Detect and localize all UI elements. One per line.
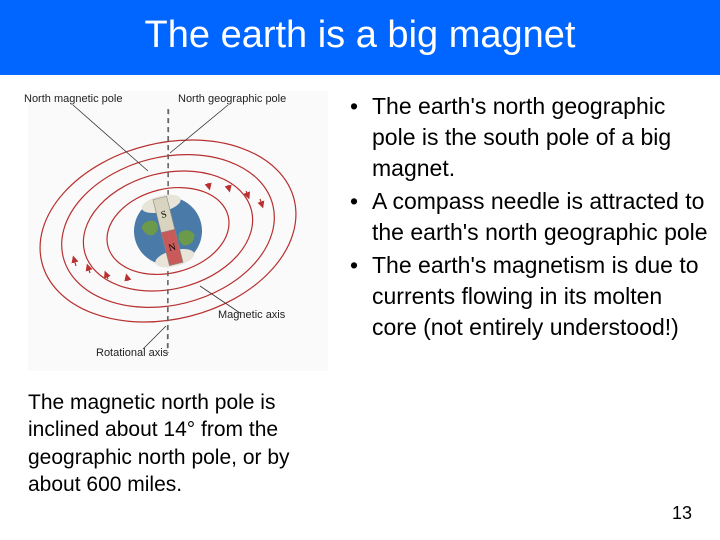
earth-magnet-diagram: North magnetic pole North geographic pol… [28, 91, 328, 371]
page-number: 13 [672, 503, 692, 524]
content-area: North magnetic pole North geographic pol… [0, 75, 720, 498]
diagram-svg: S N [28, 91, 328, 371]
bullet-text: The earth's magnetism is due to currents… [372, 250, 708, 343]
bullet-item: •The earth's magnetism is due to current… [350, 250, 708, 343]
diagram-caption: The magnetic north pole is inclined abou… [28, 389, 338, 498]
bullet-text: A compass needle is attracted to the ear… [372, 186, 708, 248]
label-magnetic-axis: Magnetic axis [218, 309, 285, 321]
bullet-item: • A compass needle is attracted to the e… [350, 186, 708, 248]
bullet-text: The earth's north geographic pole is the… [372, 91, 708, 184]
bullet-item: •The earth's north geographic pole is th… [350, 91, 708, 184]
slide-title: The earth is a big magnet [0, 14, 720, 57]
label-north-magnetic-pole: North magnetic pole [24, 93, 122, 105]
bullet-list: •The earth's north geographic pole is th… [350, 91, 708, 343]
title-bar: The earth is a big magnet [0, 0, 720, 75]
left-column: North magnetic pole North geographic pol… [28, 91, 338, 498]
label-north-geographic-pole: North geographic pole [178, 93, 286, 105]
right-column: •The earth's north geographic pole is th… [350, 91, 708, 498]
label-rotational-axis: Rotational axis [96, 347, 168, 359]
